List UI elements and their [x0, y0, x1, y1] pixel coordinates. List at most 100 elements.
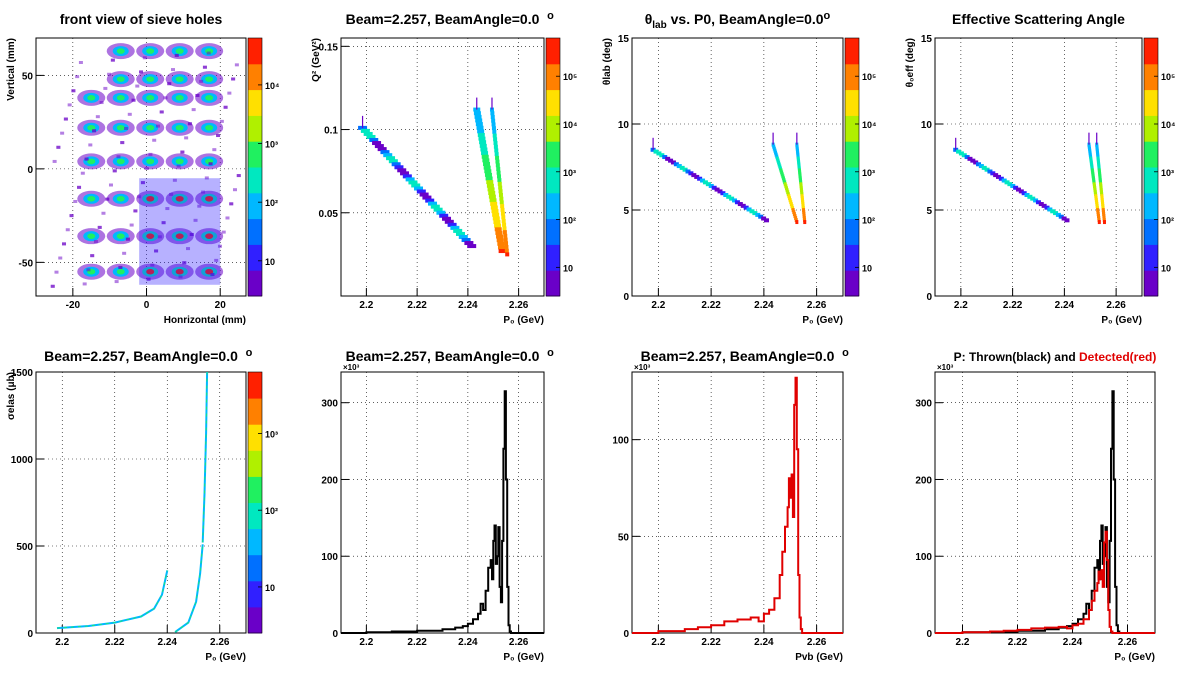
title-degree-mark: o — [842, 347, 849, 359]
band-cell — [447, 222, 457, 227]
color-bar-segment — [248, 528, 262, 556]
scatter-bin — [137, 195, 142, 199]
color-bar-tick-label: 10⁴ — [862, 120, 876, 130]
scatter-bin — [110, 58, 115, 62]
color-bar-segment — [248, 606, 262, 634]
chart-title: Beam=2.257, BeamAngle=0.0 — [346, 348, 540, 364]
tick-label-y: 0 — [926, 629, 932, 640]
tick-label-y: 5 — [926, 206, 932, 217]
color-bar-frame — [247, 37, 263, 297]
title-part: lab — [652, 20, 666, 31]
color-bar-segment — [546, 192, 560, 220]
sieve-hole-core — [205, 76, 214, 82]
scatter-bin — [159, 110, 164, 114]
tick-label-y: 1500 — [11, 368, 34, 379]
band-cell — [702, 180, 708, 185]
band-cell — [503, 237, 508, 242]
y-axis-label: Vertical (mm) — [6, 38, 17, 101]
band-cell — [700, 178, 706, 183]
sieve-hole-core — [175, 268, 184, 275]
x-axis-label: P₀ (GeV) — [1101, 315, 1142, 326]
band-cell — [498, 249, 506, 254]
color-bar-segment — [248, 502, 262, 530]
band-cell — [714, 187, 720, 192]
band-cell — [720, 191, 726, 196]
scatter-bin — [180, 150, 185, 154]
band-cell — [1004, 180, 1010, 185]
band-cell — [1102, 220, 1106, 225]
color-bar-segment — [248, 580, 262, 608]
band-cell — [484, 172, 492, 177]
scatter-bin — [212, 148, 217, 152]
band-cell — [497, 245, 505, 250]
scatter-bin — [52, 159, 57, 163]
band-cell — [670, 160, 676, 165]
tick-label-y: 0.05 — [319, 209, 339, 220]
scatter-bin — [129, 223, 134, 227]
band-cell — [676, 164, 682, 169]
band-cell — [503, 233, 508, 238]
band-cell — [749, 209, 755, 214]
scatter-bin — [71, 89, 76, 93]
band-cell — [496, 234, 504, 239]
scatter-bin — [58, 256, 63, 260]
band-cell — [482, 158, 490, 163]
color-bar-segment — [546, 218, 560, 245]
band-cell — [436, 210, 446, 215]
band-cell — [358, 125, 368, 130]
band-cell — [450, 225, 460, 230]
scatter-bin — [189, 232, 194, 236]
scatter-bin — [232, 188, 237, 192]
band-cell — [481, 154, 489, 159]
color-bar-segment — [1144, 115, 1158, 142]
x-axis-label: P₀ (GeV) — [1114, 652, 1155, 663]
tick-label-y: 0 — [623, 292, 629, 303]
tick-label-x: 2.22 — [407, 637, 427, 648]
band-cell — [795, 220, 799, 225]
tick-label-x: 2.2 — [956, 637, 970, 648]
band-cell — [495, 155, 500, 160]
band-cell — [497, 241, 505, 246]
band-cell — [662, 155, 668, 160]
band-cell — [732, 198, 738, 203]
scatter-bin — [107, 72, 112, 76]
band-cell — [489, 198, 497, 203]
histogram-series — [632, 376, 843, 634]
color-bar-segment — [546, 141, 560, 168]
sieve-hole-core — [116, 233, 125, 239]
color-bar-tick-label: 10 — [265, 257, 275, 267]
tick-label-x: 2.24 — [458, 300, 478, 311]
band-cell — [499, 200, 504, 205]
scatter-bin — [86, 268, 91, 272]
band-cell — [444, 219, 454, 224]
band-cell — [1007, 182, 1013, 187]
band-cell — [380, 150, 390, 155]
title-part: o — [824, 10, 831, 22]
band-cell — [1030, 196, 1036, 201]
scatter-bin — [152, 138, 157, 142]
scatter-bin — [139, 70, 144, 74]
tick-label-x: -20 — [66, 300, 81, 311]
sieve-hole-core — [116, 268, 125, 275]
band-cell — [388, 159, 398, 164]
band-cell — [476, 125, 484, 130]
sieve-hole-core — [175, 158, 184, 165]
sieve-hole-core — [175, 95, 184, 101]
band-cell — [723, 193, 729, 198]
band-cell — [500, 211, 505, 216]
tick-label-x: 2.2 — [55, 637, 69, 648]
color-bar-segment — [1144, 270, 1158, 297]
tick-label-x: 2.26 — [807, 637, 827, 648]
band-cell — [492, 212, 500, 217]
scatter-bin — [127, 112, 132, 116]
band-cell — [961, 153, 967, 158]
tick-label-y: 100 — [915, 552, 932, 563]
tick-label-y: 15 — [921, 34, 933, 45]
band-cell — [1061, 216, 1067, 221]
scatter-bin — [69, 214, 74, 218]
band-cell — [422, 195, 432, 200]
scatter-bin — [90, 254, 95, 258]
scatter-bin — [172, 178, 177, 182]
band-cell — [659, 153, 665, 158]
tick-label-x: 2.2 — [651, 637, 665, 648]
